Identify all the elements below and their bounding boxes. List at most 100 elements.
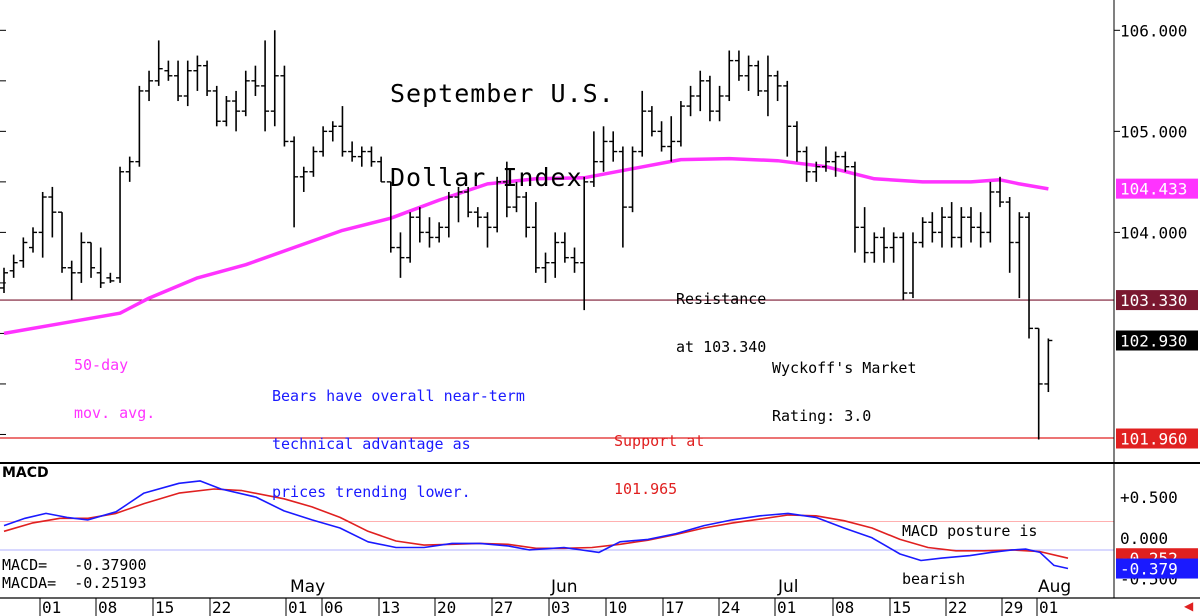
price-readout-label: 101.960 (1120, 430, 1187, 449)
x-axis-labels: 01 08 15 22 01 06 13 20 27 03 10 17 24 01 08 15 22 29 01Ma… (39, 577, 1071, 616)
support-annotation: Support at 101.965 (614, 401, 704, 513)
macda-value-readout: MACDA= -0.25193 (2, 574, 147, 592)
ohlc-bar (792, 121, 801, 162)
ohlc-bar (406, 212, 415, 263)
ohlc-bar (715, 85, 724, 122)
ohlc-bar (183, 60, 192, 107)
ohlc-bar (850, 161, 859, 253)
ohlc-bar (1005, 197, 1014, 273)
ohlc-bar (174, 60, 183, 102)
ohlc-bar (667, 116, 676, 162)
price-readout-box (1116, 330, 1198, 351)
ohlc-bar (464, 186, 473, 218)
ohlc-bar (908, 232, 917, 299)
x-day-label: 06 (324, 598, 343, 616)
ohlc-bar (522, 191, 531, 238)
x-month-label: May (290, 577, 325, 597)
x-day-label: 08 (835, 598, 854, 616)
x-month-label: Jul (777, 577, 799, 597)
ohlc-bar (918, 217, 927, 248)
ohlc-bar (734, 50, 743, 81)
ohlc-bar (106, 272, 115, 283)
ohlc-bar (686, 85, 695, 117)
moving-average-annotation-line-1: 50-day (74, 356, 129, 374)
bears-annotation-line-2: technical advantage as (272, 435, 471, 453)
ohlc-bars (0, 30, 1053, 440)
price-readout-box (1116, 290, 1198, 311)
ohlc-bar (222, 95, 231, 127)
ohlc-bar (841, 151, 850, 172)
macd-series-line-macd (3, 480, 1069, 570)
x-day-label: 22 (948, 598, 967, 616)
ohlc-bar (0, 267, 8, 294)
scroll-left-arrow-icon[interactable]: ◀ (1184, 599, 1194, 613)
ohlc-bar (367, 146, 376, 167)
ohlc-bar (261, 40, 270, 132)
ohlc-bar (744, 55, 753, 91)
ohlc-bar (879, 227, 888, 263)
x-day-label: 20 (437, 598, 456, 616)
wyckoff-rating-annotation: Wyckoff's Market Rating: 3.0 (772, 328, 917, 440)
ohlc-bar (512, 181, 521, 213)
ohlc-bar (996, 176, 1005, 208)
ohlc-bar (444, 191, 453, 238)
ohlc-bar (773, 70, 782, 102)
ohlc-bar (193, 55, 202, 91)
ohlc-bar (67, 260, 76, 301)
ohlc-bar (705, 75, 714, 122)
ohlc-bar (899, 232, 908, 301)
price-readout-label: 102.930 (1120, 331, 1187, 350)
macd-readout-label: -0.379 (1120, 560, 1178, 579)
ohlc-bar (473, 207, 482, 228)
ohlc-bar (125, 156, 134, 182)
resistance-annotation-line-2: at 103.340 (676, 338, 767, 356)
x-day-label: 27 (494, 598, 513, 616)
macd-reference-lines (0, 521, 1114, 551)
ohlc-bar (551, 232, 560, 278)
resistance-annotation: Resistance at 103.340 (676, 259, 766, 371)
ohlc-bar (1025, 212, 1034, 339)
ohlc-bar (212, 85, 221, 127)
ohlc-bar (947, 202, 956, 248)
macd-value-readout: MACD= -0.37900 (2, 556, 147, 574)
macd-posture-annotation: MACD posture is bearish (902, 491, 1037, 603)
x-day-label: 29 (1004, 598, 1023, 616)
ohlc-bar (280, 65, 289, 147)
ohlc-bar (96, 247, 105, 288)
bears-annotation-line-1: Bears have overall near-term (272, 387, 525, 405)
ohlc-bar (986, 181, 995, 243)
x-day-label: 24 (721, 598, 740, 616)
wyckoff-rating-annotation-line-1: Wyckoff's Market (772, 359, 917, 377)
ohlc-bar (580, 176, 589, 311)
ohlc-bar (560, 232, 569, 263)
price-readout-box (1116, 178, 1198, 199)
y-axis-labels: 106.000105.000104.000+0.5000.000-0.50010… (1116, 21, 1198, 588)
horizontal-level-lines (0, 299, 1114, 439)
ohlc-bar (589, 131, 598, 187)
ohlc-bar (425, 217, 434, 248)
x-month-label: Jun (550, 577, 578, 597)
support-annotation-line-2: 101.965 (614, 480, 678, 498)
macd-posture-annotation-line-2: bearish (902, 570, 966, 588)
ohlc-bar (1034, 327, 1043, 440)
x-day-label: 03 (551, 598, 570, 616)
macd-panel-title: MACD (2, 465, 49, 481)
ohlc-bar (415, 207, 424, 243)
wyckoff-rating-annotation-line-2: Rating: 3.0 (772, 407, 872, 425)
ohlc-bar (725, 50, 734, 102)
ohlc-bar (967, 207, 975, 243)
ohlc-bar (928, 212, 937, 243)
ohlc-bar (203, 60, 212, 96)
ohlc-bar (454, 186, 463, 223)
price-tick-label: 104.000 (1120, 223, 1187, 242)
ohlc-bar (241, 70, 250, 117)
macd-readout-box (1116, 558, 1198, 579)
ohlc-bar (232, 90, 241, 132)
ohlc-bar (58, 211, 67, 273)
ohlc-bar (763, 55, 772, 117)
x-day-label: 10 (608, 598, 627, 616)
ohlc-bar (1044, 338, 1053, 393)
macd-posture-annotation-line-1: MACD posture is (902, 522, 1038, 540)
ohlc-bar (87, 241, 96, 278)
ohlc-bar (599, 126, 608, 172)
